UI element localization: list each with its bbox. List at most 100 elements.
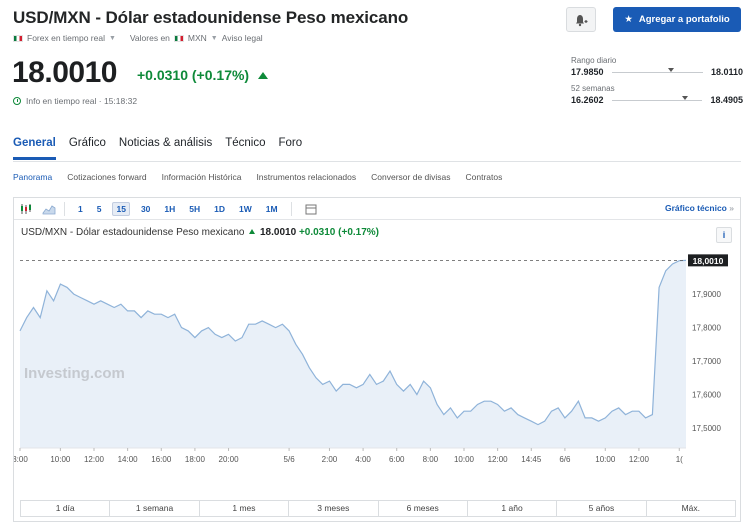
area-chart-icon[interactable] [40,201,58,217]
chart-header: USD/MXN - Dólar estadounidense Peso mexi… [21,227,379,238]
page-title: USD/MXN - Dólar estadounidense Peso mexi… [13,8,409,27]
tab-chart[interactable]: Gráfico [68,137,106,149]
calendar-icon[interactable] [302,201,320,217]
chart-price: 18.0010 [260,227,297,238]
current-price-label: 18,0010 [693,256,724,266]
y-tick-label: 17,7000 [692,357,721,366]
timeframe-1d[interactable]: 1D [214,203,226,214]
price-change: +0.0310 (+0.17%) [137,67,268,83]
subtab-contracts[interactable]: Contratos [465,172,503,182]
star-icon: ★ [624,14,633,25]
x-tick-label: 16:00 [151,455,172,464]
timeframe-15[interactable]: 15 [112,201,130,216]
x-tick-label: 2:00 [322,455,338,464]
period-1m[interactable]: 1 mes [200,501,290,516]
technical-chart-label: Gráfico técnico [665,203,727,213]
current-price-tag [688,254,728,267]
tab-general[interactable]: General [13,137,56,160]
subtab-currency-converter[interactable]: Conversor de divisas [371,172,451,182]
x-tick-label: 1( [676,455,683,464]
subtab-related-instruments[interactable]: Instrumentos relacionados [256,172,357,182]
x-tick-label: 5/6 [284,455,296,464]
sub-tabs: Panorama Cotizaciones forward Informació… [13,172,517,182]
realtime-label: Info en tiempo real · 15:18:32 [26,96,138,106]
timeframe-30[interactable]: 30 [140,203,151,214]
period-1y[interactable]: 1 año [468,501,558,516]
realtime-info: Info en tiempo real · 15:18:32 [13,96,137,106]
x-tick-label: 10:00 [454,455,475,464]
change-value: +0.0310 [137,67,188,83]
double-chevron-icon: » [729,203,734,213]
arrow-up-icon [257,72,268,79]
period-selector: 1 día 1 semana 1 mes 3 meses 6 meses 1 a… [20,500,736,517]
x-tick-label: 14:00 [118,455,139,464]
technical-chart-link[interactable]: Gráfico técnico » [665,203,734,213]
main-tabs: General Gráfico Noticias & análisis Técn… [13,137,315,160]
tabs-divider [13,161,741,162]
info-icon[interactable]: i [716,227,732,243]
add-to-portfolio-button[interactable]: ★ Agregar a portafolio [613,7,741,32]
week52-range-marker [682,95,689,100]
period-3m[interactable]: 3 meses [289,501,379,516]
candlestick-icon[interactable] [18,201,36,217]
y-tick-label: 17,9000 [692,290,721,299]
timeframe-1m[interactable]: 1M [265,203,278,214]
tab-technical[interactable]: Técnico [225,137,266,149]
x-tick-label: 14:45 [521,455,542,464]
week52-range-bar [611,95,703,101]
period-5y[interactable]: 5 años [557,501,647,516]
period-1d[interactable]: 1 día [21,501,111,516]
currency-code: MXN [187,33,207,43]
subtab-forward-rates[interactable]: Cotizaciones forward [67,172,147,182]
clock-icon [13,97,21,105]
mexico-flag-icon [173,34,184,42]
daily-low: 17.9850 [571,67,604,77]
market-type: Forex en tiempo real [27,33,105,43]
chart-toolbar: 1 5 15 30 1H 5H 1D 1W 1M Gráfico técnico… [14,198,740,220]
x-tick-label: 8:00 [423,455,439,464]
x-tick-label: 4:00 [355,455,371,464]
daily-range-marker [668,67,675,72]
chart-instrument-name: USD/MXN - Dólar estadounidense Peso mexi… [21,227,245,238]
x-tick-label: 12:00 [629,455,650,464]
timeframe-5[interactable]: 5 [96,203,102,214]
x-tick-label: 20:00 [219,455,240,464]
subtab-overview[interactable]: Panorama [13,172,53,182]
alert-button[interactable] [566,7,596,32]
price-area [20,260,686,448]
period-1w[interactable]: 1 semana [110,501,200,516]
chevron-down-icon[interactable]: ▼ [108,34,116,42]
x-tick-label: 18:00 [185,455,206,464]
period-6m[interactable]: 6 meses [379,501,468,516]
week52-high: 18.4905 [710,95,743,105]
week52-range-label: 52 semanas [571,84,615,93]
timeframe-1h[interactable]: 1H [164,203,176,214]
tab-news-analysis[interactable]: Noticias & análisis [118,137,213,149]
chevron-down-icon[interactable]: ▼ [210,34,218,42]
x-tick-label: 10:00 [595,455,616,464]
y-tick-label: 17,6000 [692,390,721,399]
x-tick-label: 12:00 [84,455,105,464]
daily-range-bar [611,67,703,73]
add-to-portfolio-label: Agregar a portafolio [638,14,730,25]
investing-watermark-logo: Investing.com [24,365,125,382]
timeframe-1w[interactable]: 1W [239,203,252,214]
x-tick-label: 10:00 [50,455,71,464]
legal-notice-link[interactable]: Aviso legal [221,33,263,43]
subtab-historical-data[interactable]: Información Histórica [161,172,242,182]
period-max[interactable]: Máx. [681,503,701,513]
daily-range: Rango diario 17.9850 18.0110 [571,56,743,77]
week52-range: 52 semanas 16.2602 18.4905 [571,84,743,105]
week52-low: 16.2602 [571,95,604,105]
tab-forum[interactable]: Foro [278,137,303,149]
timeframe-1[interactable]: 1 [78,203,83,214]
timeframe-5h[interactable]: 5H [189,203,201,214]
arrow-up-icon [249,229,256,234]
x-tick-label: 12:00 [488,455,509,464]
x-tick-label: 3:00 [14,455,28,464]
y-tick-label: 17,8000 [692,324,721,333]
daily-range-label: Rango diario [571,56,617,65]
price-line [19,259,687,426]
change-percent: (+0.17%) [191,67,250,83]
last-price: 18.0010 [12,56,117,89]
